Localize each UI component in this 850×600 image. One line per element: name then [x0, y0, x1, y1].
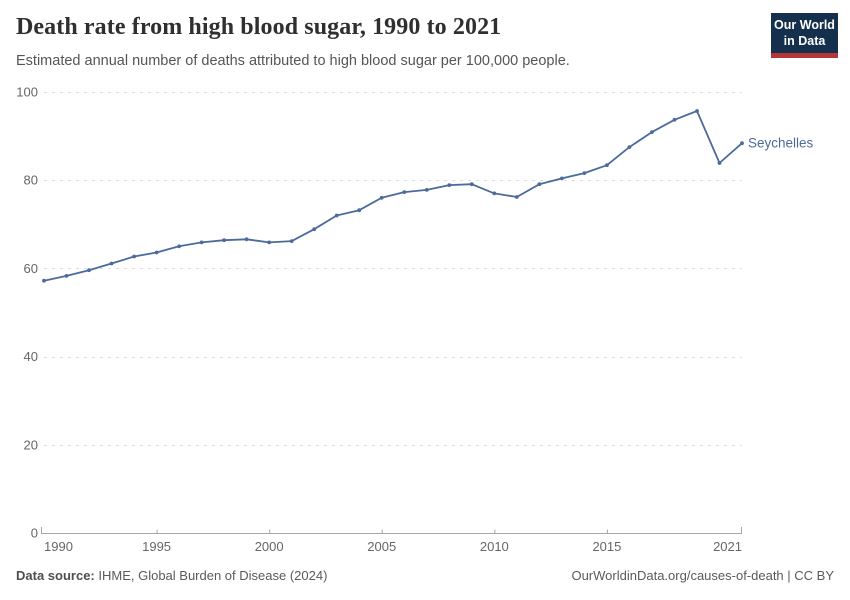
data-point: [717, 161, 722, 165]
owid-logo-line1: Our World: [774, 18, 835, 32]
data-point: [469, 182, 474, 187]
data-point: [740, 141, 744, 146]
chart-footer: Data source: IHME, Global Burden of Dise…: [16, 568, 834, 583]
x-axis-tick-label: 2010: [480, 539, 509, 554]
data-point: [334, 213, 339, 218]
y-axis-tick-label: 80: [24, 173, 38, 188]
chart-subtitle: Estimated annual number of deaths attrib…: [16, 53, 570, 69]
data-point: [582, 171, 587, 176]
x-axis-tick-label: 1995: [142, 539, 171, 554]
data-point: [177, 244, 182, 249]
data-point: [492, 191, 497, 196]
data-point: [289, 239, 294, 244]
data-point: [312, 227, 317, 232]
chart-title: Death rate from high blood sugar, 1990 t…: [16, 14, 502, 40]
x-axis-tick-label: 2005: [367, 539, 396, 554]
data-source-text: IHME, Global Burden of Disease (2024): [94, 568, 328, 583]
data-point: [109, 261, 114, 266]
data-point: [154, 250, 159, 255]
credit-note: OurWorldinData.org/causes-of-death | CC …: [571, 568, 834, 583]
series-label-seychelles: Seychelles: [748, 136, 814, 151]
data-source-label: Data source:: [16, 568, 95, 583]
data-point: [447, 183, 452, 188]
x-axis-tick-label: 2000: [255, 539, 284, 554]
owid-logo-line2: in Data: [783, 33, 826, 48]
data-point: [64, 274, 69, 278]
data-point: [222, 238, 227, 243]
owid-logo: Our World in Data: [771, 13, 838, 59]
data-point: [627, 145, 632, 150]
y-axis-tick-label: 60: [24, 261, 38, 276]
data-point: [357, 208, 362, 213]
data-point: [87, 268, 91, 273]
x-axis-tick-label: 2015: [592, 539, 621, 554]
y-axis-tick-label: 40: [24, 349, 38, 364]
y-axis-tick-label: 0: [31, 526, 38, 541]
data-point: [650, 130, 654, 135]
data-point: [132, 254, 137, 259]
chart-line-seychelles: [43, 110, 743, 282]
data-point: [42, 278, 46, 283]
data-point: [402, 190, 407, 195]
data-point: [560, 176, 564, 181]
data-point: [537, 182, 542, 187]
data-point: [695, 109, 699, 113]
data-point: [424, 188, 429, 192]
data-point: [199, 240, 204, 245]
data-source-note: Data source: IHME, Global Burden of Dise…: [16, 568, 327, 583]
data-point: [267, 240, 272, 245]
data-point: [672, 117, 677, 122]
data-point: [514, 195, 519, 199]
x-axis-tick-label: 2021: [713, 539, 742, 554]
x-axis-tick-label: 1990: [44, 539, 73, 554]
y-axis-tick-label: 20: [24, 437, 38, 452]
data-point: [379, 195, 384, 200]
data-point: [605, 163, 609, 168]
y-axis-tick-label: 100: [16, 85, 38, 100]
data-point: [244, 237, 249, 242]
